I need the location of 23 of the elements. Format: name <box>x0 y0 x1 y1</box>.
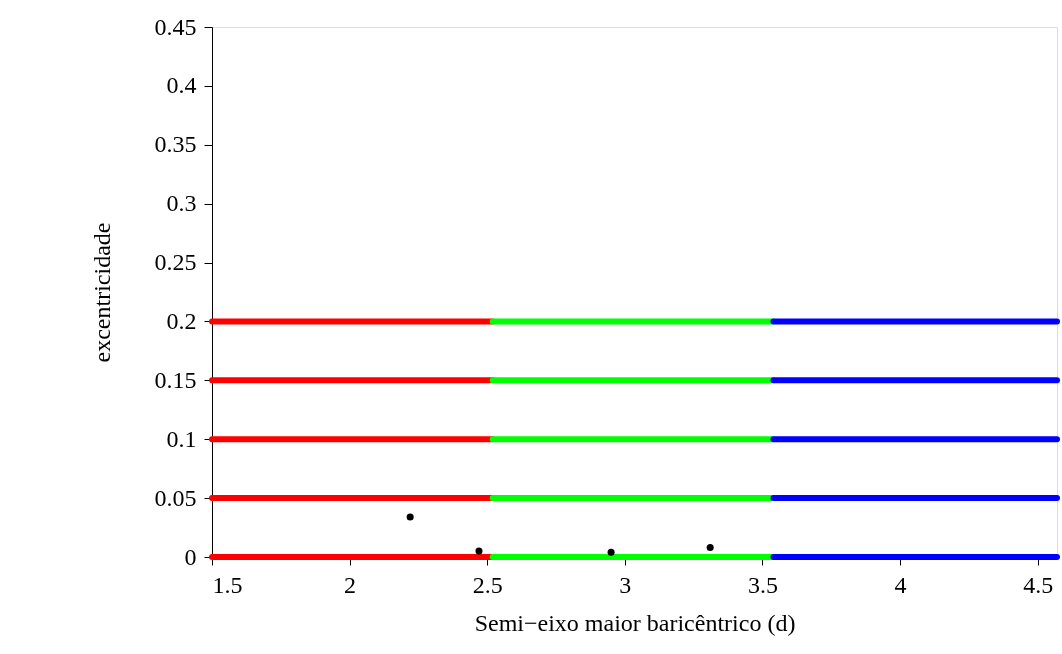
x-tick-label: 2 <box>344 571 357 598</box>
point <box>475 547 483 555</box>
x-tick-label: 2.5 <box>472 571 503 598</box>
x-tick-label: 3 <box>619 571 632 598</box>
y-tick-label: 0.3 <box>166 190 197 217</box>
y-tick-label: 0.05 <box>154 484 197 511</box>
y-tick-label: 0.1 <box>166 425 197 452</box>
y-tick-label: 0.2 <box>166 307 197 334</box>
y-tick-label: 0.45 <box>154 13 197 40</box>
y-axis-title: excentricidade <box>88 222 115 363</box>
x-tick-label: 4 <box>894 571 907 598</box>
y-tick-label: 0.25 <box>154 249 197 276</box>
y-tick-label: 0.4 <box>166 72 197 99</box>
y-tick-label: 0.35 <box>154 131 197 158</box>
point <box>406 513 414 521</box>
x-tick-label: 3.5 <box>747 571 778 598</box>
y-tick-label: 0.15 <box>154 366 197 393</box>
point <box>607 548 615 556</box>
point <box>706 544 714 552</box>
x-tick-label: 4.5 <box>1023 571 1054 598</box>
x-tick-label: 1.5 <box>212 571 243 598</box>
x-axis-title: Semi−eixo maior baricêntrico (d) <box>474 609 796 636</box>
y-tick-label: 0 <box>184 543 197 570</box>
